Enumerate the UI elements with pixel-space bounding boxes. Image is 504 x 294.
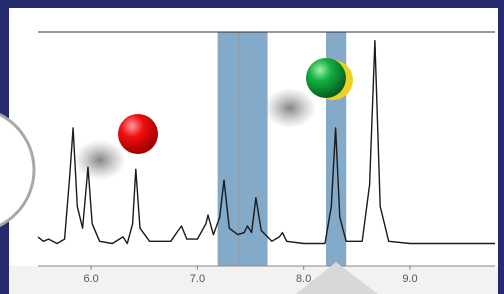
- x-tick-label: 6.0: [83, 273, 98, 285]
- x-tick-label: 7.0: [190, 273, 205, 285]
- highlight-band: [218, 32, 268, 266]
- shadow: [264, 88, 316, 128]
- axis-area: [9, 266, 498, 294]
- chart: 6.0 7.0 8.0 9.0: [0, 0, 504, 294]
- green-ball: [306, 58, 346, 98]
- red-ball: [118, 114, 158, 154]
- shadow: [74, 140, 126, 180]
- page: 6.07.08.09.0 (() => { const data = JSON.…: [0, 0, 504, 294]
- x-tick-label: 8.0: [296, 273, 311, 285]
- x-tick-label: 9.0: [402, 273, 417, 285]
